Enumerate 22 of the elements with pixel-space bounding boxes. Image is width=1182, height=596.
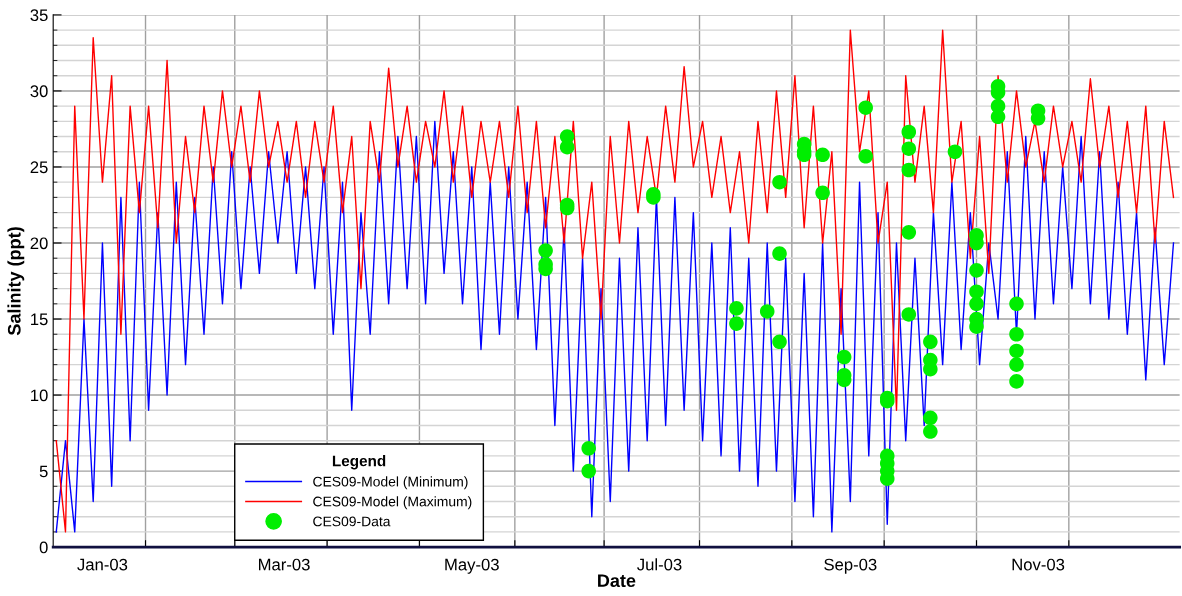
y-tick-label: 15 xyxy=(31,313,48,326)
x-tick-label: Sep-03 xyxy=(824,558,877,574)
x-tick-label: May-03 xyxy=(445,558,499,574)
y-tick-label: 25 xyxy=(30,161,48,174)
y-tick-label: 5 xyxy=(39,465,48,478)
y-tick-label: 20 xyxy=(30,237,48,250)
x-axis-title: Date xyxy=(598,574,636,588)
legend-title: Legend xyxy=(332,455,386,470)
legend-label: CES09-Model (Minimum) xyxy=(313,476,468,490)
y-tick-label: 0 xyxy=(39,541,48,554)
line-series xyxy=(55,120,1175,533)
y-tick-label: 35 xyxy=(30,9,48,22)
y-axis-title: Salinity (ppt) xyxy=(7,227,25,336)
x-tick-label: Nov-03 xyxy=(1012,558,1065,571)
x-tick-label: Mar-03 xyxy=(258,558,310,571)
y-tick-label: 10 xyxy=(31,389,48,402)
y-tick-label: 30 xyxy=(30,85,48,98)
legend-label: CES09-Model (Maximum) xyxy=(313,496,472,510)
line-series xyxy=(55,29,1175,533)
x-tick-label: Jan-03 xyxy=(77,558,128,571)
x-tick-label: Jul-03 xyxy=(637,558,682,571)
legend-label: CES09-Data xyxy=(313,516,391,527)
